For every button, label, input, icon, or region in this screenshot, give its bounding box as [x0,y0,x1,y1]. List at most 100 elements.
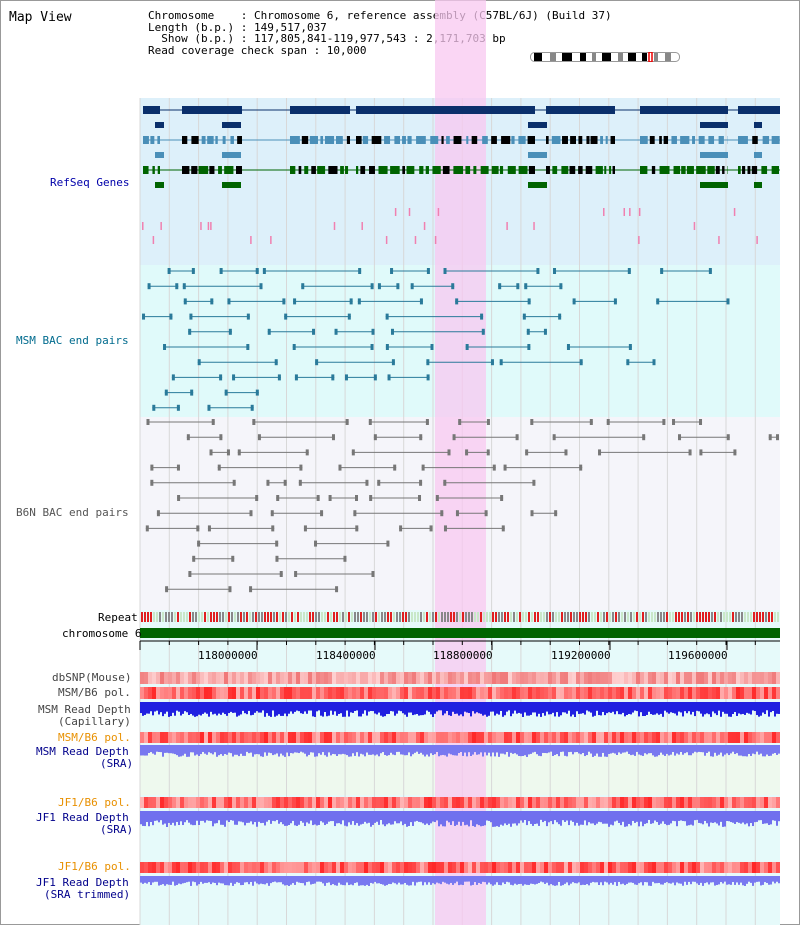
gene-exon [207,136,214,144]
gene-exon [390,166,400,174]
heat-cell [620,732,624,743]
gene-exon [491,136,497,144]
depth-bar [516,811,518,826]
depth-bar [618,811,620,823]
gene-exon [384,136,391,144]
depth-bar [766,876,768,883]
heat-cell [308,862,312,873]
heat-cell [464,797,468,808]
repeat-mark [303,612,305,622]
depth-bar [604,745,606,757]
depth-bar [508,745,510,757]
depth-bar [442,876,444,882]
heat-cell [292,797,296,808]
heat-cell [276,732,280,743]
jf1-b6-pol2-label[interactable]: JF1/B6 pol. [58,860,131,873]
heat-cell [536,797,540,808]
heat-cell [540,687,544,699]
heat-cell [316,672,320,684]
depth-bar [224,811,226,827]
repeat-label[interactable]: Repeat [98,611,138,624]
msm-b6-pol-label[interactable]: MSM/B6 pol. [58,686,131,699]
heat-cell [364,672,368,684]
refseq-genes-label[interactable]: RefSeq Genes [50,176,130,189]
heat-cell [764,862,768,873]
heat-cell [512,732,516,743]
heat-cell [296,797,300,808]
depth-bar [202,745,204,752]
depth-bar [192,876,194,882]
repeat-mark [195,612,197,622]
heat-cell [268,687,272,699]
gene-exon [528,182,547,188]
bac-end-mark [500,495,504,501]
depth-bar [394,811,396,822]
heat-cell [504,797,508,808]
repeat-mark [465,612,467,622]
bac-end-mark [672,419,676,425]
depth-bar [456,745,458,756]
depth-bar [734,876,736,885]
depth-bar [284,702,286,714]
msm-depth-capillary-label[interactable]: MSM Read Depth [38,703,131,716]
b6n-bac-label[interactable]: B6N BAC end pairs [16,506,129,519]
repeat-mark [495,612,497,622]
depth-bar [444,811,446,827]
depth-bar [556,876,558,886]
depth-bar [202,702,204,714]
repeat-mark [309,612,311,622]
depth-bar [534,876,536,885]
depth-bar [648,702,650,712]
heat-cell [208,797,212,808]
jf1-depth-sra-label[interactable]: JF1 Read Depth [36,811,129,824]
depth-bar [576,876,578,884]
gene-exon [551,136,561,144]
gene-exon [441,136,444,144]
msm-bac-label[interactable]: MSM BAC end pairs [16,334,129,347]
depth-bar [380,745,382,754]
heat-cell [336,732,340,743]
jf1-b6-pol-label[interactable]: JF1/B6 pol. [58,796,131,809]
depth-bar [274,702,276,717]
heat-cell [364,862,368,873]
depth-bar [528,811,530,822]
msm-b6-pol2-label[interactable]: MSM/B6 pol. [58,731,131,744]
depth-bar [390,811,392,825]
depth-bar [588,876,590,886]
depth-bar [738,811,740,823]
depth-bar [560,876,562,886]
gene-exon [480,166,489,174]
depth-bar [294,811,296,826]
heat-cell [740,732,744,743]
jf1-depth-trimmed-label[interactable]: JF1 Read Depth [36,876,129,889]
heat-cell [412,672,416,684]
repeat-mark [492,612,494,622]
heat-cell [596,732,600,743]
depth-bar [584,702,586,715]
depth-bar [506,811,508,826]
chromosome-ideogram[interactable] [530,52,680,62]
repeat-mark [456,612,458,622]
depth-bar [408,811,410,826]
heat-cell [436,732,440,743]
heat-cell [372,672,376,684]
heat-cell [736,797,740,808]
heat-cell [404,687,408,699]
repeat-mark [594,612,596,622]
dbsnp-label[interactable]: dbSNP(Mouse) [52,671,132,684]
heat-cell [300,797,304,808]
msm-depth-sra-label[interactable]: MSM Read Depth [36,745,129,758]
bac-end-mark [257,434,261,441]
depth-bar [348,702,350,717]
depth-bar [660,811,662,824]
depth-bar [640,876,642,883]
heat-cell [488,862,492,873]
depth-bar [662,811,664,822]
repeat-mark [525,612,527,622]
heat-cell [192,672,196,684]
bac-end-mark [335,586,339,593]
heat-cell [476,672,480,684]
depth-bar [764,811,766,824]
heat-cell [388,862,392,873]
heat-cell [200,797,204,808]
